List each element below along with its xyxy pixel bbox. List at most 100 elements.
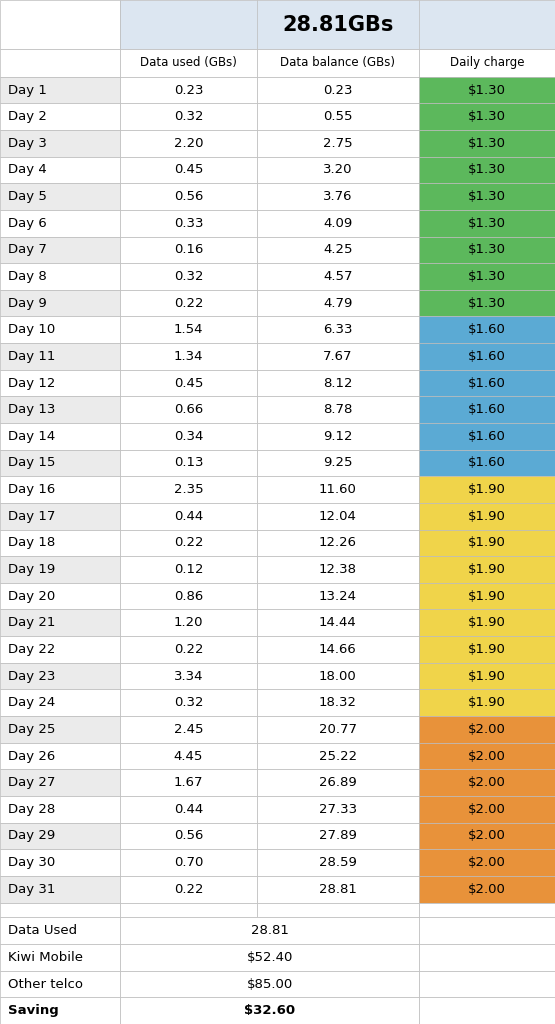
Bar [120,396,256,423]
Text: Day 30: Day 30 [8,856,56,869]
Bar [256,503,419,529]
Bar [419,918,555,944]
Bar [256,423,419,450]
Bar [0,742,120,769]
Text: 0.22: 0.22 [174,297,203,309]
Text: 18.32: 18.32 [319,696,357,710]
Text: $1.30: $1.30 [468,217,506,229]
Bar [0,263,120,290]
Bar [120,997,419,1024]
Bar [256,529,419,556]
Bar [256,822,419,849]
Text: Daily charge: Daily charge [450,56,524,70]
Bar [256,183,419,210]
Bar [419,849,555,876]
Bar [419,343,555,370]
Text: 0.32: 0.32 [174,696,203,710]
Text: 3.20: 3.20 [323,164,352,176]
Bar [0,183,120,210]
Text: Day 14: Day 14 [8,430,56,442]
Text: 9.25: 9.25 [323,457,352,469]
Bar [0,49,120,77]
Text: $2.00: $2.00 [468,750,506,763]
Text: 6.33: 6.33 [323,324,352,336]
Bar [120,716,256,742]
Text: 7.67: 7.67 [323,350,352,362]
Bar [0,636,120,663]
Bar [256,396,419,423]
Bar [0,0,120,49]
Bar [256,689,419,716]
Text: 1.67: 1.67 [174,776,203,790]
Bar [419,237,555,263]
Bar [256,343,419,370]
Text: $1.30: $1.30 [468,164,506,176]
Bar [419,876,555,902]
Bar [120,636,256,663]
Text: Data Used: Data Used [8,925,78,937]
Text: Day 12: Day 12 [8,377,56,389]
Text: $1.30: $1.30 [468,190,506,203]
Text: 13.24: 13.24 [319,590,357,603]
Bar [120,849,256,876]
Bar [256,157,419,183]
Bar [0,423,120,450]
Bar [120,103,256,130]
Text: Day 1: Day 1 [8,84,47,96]
Text: 4.09: 4.09 [323,217,352,229]
Text: Day 5: Day 5 [8,190,47,203]
Text: 0.55: 0.55 [323,111,352,123]
Text: 1.20: 1.20 [174,616,203,630]
Bar [120,210,256,237]
Text: 12.04: 12.04 [319,510,357,523]
Text: 0.33: 0.33 [174,217,203,229]
Text: $2.00: $2.00 [468,829,506,843]
Text: Day 7: Day 7 [8,244,47,256]
Text: 0.23: 0.23 [323,84,352,96]
Bar [419,944,555,971]
Text: 0.44: 0.44 [174,510,203,523]
Text: 12.26: 12.26 [319,537,357,550]
Bar [419,290,555,316]
Bar [419,742,555,769]
Text: 0.22: 0.22 [174,883,203,896]
Bar [120,918,419,944]
Text: $2.00: $2.00 [468,803,506,816]
Bar [120,769,256,796]
Text: Day 29: Day 29 [8,829,56,843]
Text: 0.86: 0.86 [174,590,203,603]
Text: Day 2: Day 2 [8,111,47,123]
Bar [419,476,555,503]
Bar [0,77,120,103]
Bar [120,742,256,769]
Bar [0,689,120,716]
Text: 18.00: 18.00 [319,670,356,683]
Bar [256,636,419,663]
Bar [0,370,120,396]
Bar [120,237,256,263]
Text: 2.35: 2.35 [174,483,203,496]
Bar [256,370,419,396]
Bar [256,556,419,583]
Text: 0.56: 0.56 [174,190,203,203]
Text: Day 27: Day 27 [8,776,56,790]
Bar [120,583,256,609]
Bar [120,423,256,450]
Bar [419,157,555,183]
Bar [0,450,120,476]
Bar [120,183,256,210]
Text: $85.00: $85.00 [246,978,293,990]
Text: Day 13: Day 13 [8,403,56,416]
Bar [0,609,120,636]
Bar [419,183,555,210]
Text: $1.60: $1.60 [468,457,506,469]
Text: $1.30: $1.30 [468,84,506,96]
Bar [419,529,555,556]
Bar [0,944,120,971]
Text: $32.60: $32.60 [244,1005,295,1017]
Text: $1.30: $1.30 [468,244,506,256]
Bar [0,290,120,316]
Bar [120,263,256,290]
Text: Day 19: Day 19 [8,563,56,577]
Text: 0.22: 0.22 [174,537,203,550]
